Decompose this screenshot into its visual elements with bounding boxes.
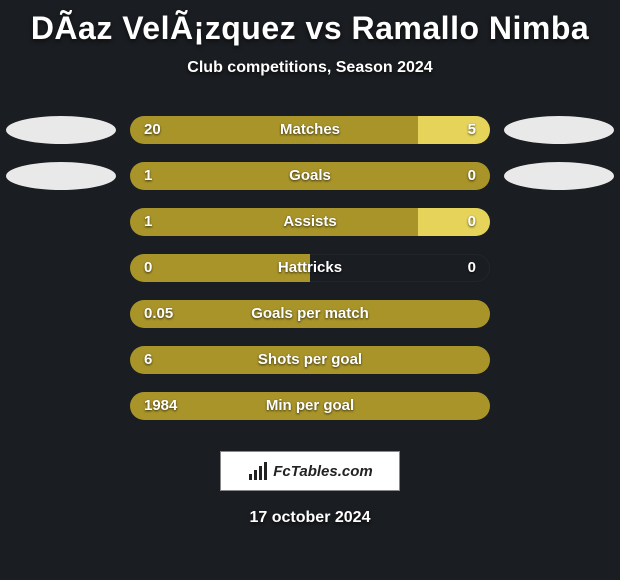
- stat-label: Matches: [130, 116, 490, 144]
- stat-value-right: 5: [468, 116, 476, 144]
- player-avatar-left: [6, 116, 116, 144]
- stat-bar: 1984Min per goal: [130, 392, 490, 420]
- player-avatar-left: [6, 162, 116, 190]
- stat-row: 0.05Goals per match: [0, 291, 620, 337]
- stat-row: 20Matches5: [0, 107, 620, 153]
- stat-bar: 20Matches5: [130, 116, 490, 144]
- bar-chart-icon: [247, 462, 269, 480]
- stat-value-right: 0: [468, 162, 476, 190]
- subtitle: Club competitions, Season 2024: [0, 59, 620, 77]
- stat-row: 0Hattricks0: [0, 245, 620, 291]
- stat-row: 6Shots per goal: [0, 337, 620, 383]
- stat-value-right: 0: [468, 208, 476, 236]
- logo-text: FcTables.com: [273, 463, 372, 480]
- stat-bar: 1Goals0: [130, 162, 490, 190]
- stat-value-right: 0: [468, 254, 476, 282]
- date-label: 17 october 2024: [0, 509, 620, 527]
- stat-label: Assists: [130, 208, 490, 236]
- player-avatar-right: [504, 162, 614, 190]
- stat-row: 1Goals0: [0, 153, 620, 199]
- page-title: DÃ­az VelÃ¡zquez vs Ramallo Nimba: [0, 0, 620, 47]
- stat-label: Hattricks: [130, 254, 490, 282]
- fctables-logo[interactable]: FcTables.com: [220, 451, 400, 491]
- stats-container: 20Matches51Goals01Assists00Hattricks00.0…: [0, 107, 620, 429]
- stat-label: Min per goal: [130, 392, 490, 420]
- player-avatar-right: [504, 116, 614, 144]
- stat-bar: 0.05Goals per match: [130, 300, 490, 328]
- stat-label: Goals: [130, 162, 490, 190]
- stat-label: Shots per goal: [130, 346, 490, 374]
- stat-bar: 0Hattricks0: [130, 254, 490, 282]
- stat-row: 1984Min per goal: [0, 383, 620, 429]
- stat-label: Goals per match: [130, 300, 490, 328]
- stat-bar: 6Shots per goal: [130, 346, 490, 374]
- stat-bar: 1Assists0: [130, 208, 490, 236]
- stat-row: 1Assists0: [0, 199, 620, 245]
